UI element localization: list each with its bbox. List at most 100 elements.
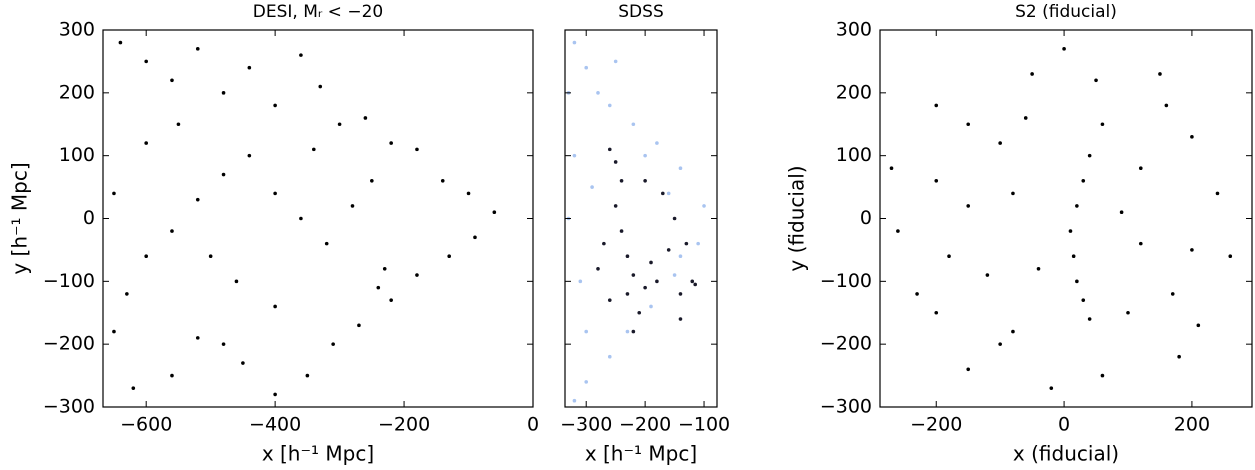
point: [649, 260, 653, 265]
point: [415, 147, 419, 152]
y-axis-label: y [h⁻¹ Mpc]: [8, 162, 32, 274]
point: [625, 292, 630, 296]
point: [998, 342, 1002, 346]
point: [1100, 373, 1105, 378]
point: [447, 254, 451, 258]
point: [1100, 122, 1105, 127]
point: [221, 91, 226, 95]
point: [112, 191, 116, 196]
point: [578, 279, 583, 284]
x-tick-label: −200: [910, 414, 962, 436]
point: [915, 292, 919, 296]
point: [643, 153, 647, 158]
point: [690, 279, 695, 284]
point: [118, 40, 123, 45]
point: [643, 285, 647, 290]
point: [660, 191, 665, 196]
point: [672, 273, 677, 277]
point: [896, 229, 900, 233]
y-tick-label: −300: [820, 396, 872, 418]
x-axis-label: x (fiducial): [1013, 442, 1119, 466]
point: [466, 191, 471, 196]
point: [324, 241, 329, 246]
point: [584, 329, 589, 334]
point: [1075, 204, 1079, 208]
point: [678, 317, 683, 321]
point: [702, 204, 706, 208]
point: [195, 336, 200, 340]
point: [125, 292, 129, 296]
point: [619, 229, 624, 233]
point: [350, 204, 355, 208]
point: [299, 53, 303, 57]
point: [221, 342, 226, 346]
point: [607, 354, 612, 359]
point: [1075, 279, 1079, 284]
point: [1190, 248, 1194, 252]
point: [221, 172, 226, 177]
point: [1023, 116, 1028, 120]
point: [678, 292, 683, 296]
panel-title: S2 (fiducial): [1015, 2, 1117, 22]
point: [607, 298, 612, 302]
point: [357, 323, 361, 328]
point: [655, 279, 659, 284]
point: [1164, 103, 1169, 108]
point: [1011, 191, 1015, 196]
point: [273, 103, 277, 108]
point: [241, 361, 245, 365]
x-tick-label: 0: [1058, 414, 1070, 436]
point: [1228, 254, 1233, 258]
point: [572, 40, 577, 45]
point: [572, 398, 577, 403]
point: [655, 141, 659, 145]
point: [666, 191, 671, 196]
point: [672, 216, 677, 221]
point: [1062, 47, 1066, 51]
point: [1087, 153, 1092, 158]
point: [331, 342, 335, 346]
point: [1011, 329, 1015, 334]
point: [170, 229, 174, 233]
point: [389, 141, 393, 145]
x-tick-label: −200: [619, 414, 671, 436]
point: [1049, 386, 1054, 390]
point: [473, 235, 477, 240]
point: [337, 122, 342, 127]
point: [234, 279, 239, 284]
point: [1081, 298, 1086, 302]
y-tick-label: −300: [43, 396, 95, 418]
point: [1126, 310, 1130, 315]
point: [299, 216, 303, 221]
point: [602, 241, 606, 246]
point: [998, 141, 1002, 145]
point: [631, 122, 636, 127]
point: [966, 367, 971, 372]
plot-frame: [102, 29, 534, 408]
point: [195, 197, 200, 202]
point: [247, 153, 252, 158]
point: [613, 160, 618, 164]
point: [382, 266, 387, 271]
point: [1158, 72, 1162, 76]
point: [363, 116, 368, 120]
point: [590, 185, 594, 189]
point: [273, 191, 277, 196]
point: [195, 47, 200, 51]
point: [305, 373, 310, 378]
point: [389, 298, 393, 302]
y-tick-label: 200: [836, 81, 872, 103]
point: [1196, 323, 1201, 328]
point: [1177, 354, 1181, 359]
point: [678, 254, 683, 258]
point: [1071, 254, 1076, 258]
point: [607, 103, 612, 108]
point: [1030, 72, 1034, 76]
y-tick-label: −100: [820, 270, 872, 292]
point: [1170, 292, 1175, 296]
x-axis-label: x [h⁻¹ Mpc]: [262, 442, 374, 466]
point: [693, 282, 698, 287]
panel-title: SDSS: [618, 2, 663, 22]
y-tick-label: −100: [43, 270, 95, 292]
point: [934, 103, 939, 108]
